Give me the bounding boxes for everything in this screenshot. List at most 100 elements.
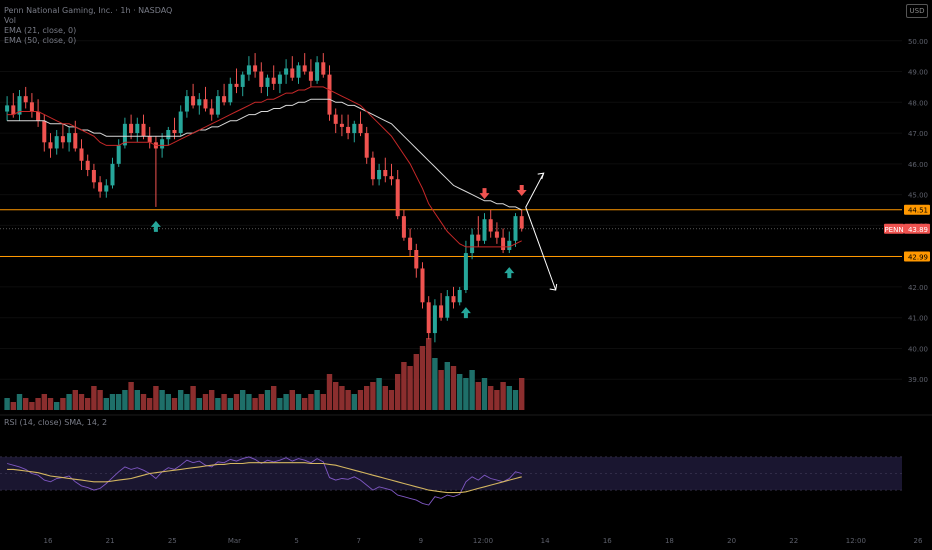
volume-bar: [481, 378, 488, 410]
candle-body: [5, 105, 10, 112]
volume-bar: [320, 394, 326, 410]
rsi-line: [6, 456, 522, 506]
volume-bar: [153, 386, 159, 410]
volume-bar: [23, 398, 29, 410]
candle-body: [166, 130, 171, 140]
price-tag-bg: [904, 223, 930, 234]
candle-body: [160, 139, 165, 149]
candle-body: [308, 71, 313, 81]
volume-bar: [407, 366, 413, 410]
candle-body: [445, 296, 450, 318]
x-tick-label: 14: [541, 537, 550, 545]
rsi-lines: [6, 456, 522, 506]
up-arrow-icon: [504, 267, 515, 279]
volume-bar: [147, 398, 153, 410]
volume-bar: [252, 398, 258, 410]
volume-bar: [196, 398, 202, 410]
volume-bar: [47, 398, 54, 410]
legend-volume[interactable]: Vol: [4, 16, 16, 25]
candle-body: [488, 219, 493, 232]
candle-body: [79, 148, 84, 161]
candle-body: [327, 74, 332, 115]
volume-bars: [4, 338, 525, 410]
up-arrow-icon: [460, 307, 471, 319]
volume-bar: [283, 394, 289, 410]
arrow-markers[interactable]: [150, 172, 558, 319]
candle-body: [259, 71, 264, 87]
volume-bar: [426, 338, 432, 410]
volume-bar: [16, 394, 23, 410]
volume-bar: [109, 394, 116, 410]
support-resistance-levels[interactable]: [0, 209, 902, 257]
candle-body: [370, 157, 375, 180]
projection-up-line: [525, 172, 545, 208]
x-tick-label: 16: [603, 537, 612, 545]
volume-bar: [140, 394, 147, 410]
price-tag-text: 44.51: [908, 207, 928, 215]
up-arrow-icon: [150, 220, 161, 232]
candle-body: [315, 62, 320, 81]
candle-body: [339, 123, 344, 127]
projection-down-arrowhead-icon: [549, 283, 558, 291]
volume-bar: [376, 378, 382, 410]
volume-bar: [382, 386, 388, 410]
candle-body: [36, 111, 41, 121]
time-axis[interactable]: 16 21 25 Mar 5 7 9 12:00 14 16 18 20 22 12:00 26: [44, 537, 923, 545]
x-tick-label: 5: [294, 537, 298, 545]
volume-bar: [432, 358, 438, 410]
candle-body: [215, 96, 220, 115]
volume-bar: [438, 370, 444, 410]
volume-bar: [240, 390, 246, 410]
candle-body: [203, 99, 208, 109]
volume-bar: [302, 398, 308, 410]
y-tick-label: 49.00: [908, 69, 928, 77]
volume-bar: [41, 394, 47, 410]
y-tick-label: 45.00: [908, 192, 928, 200]
legend-ema-slow[interactable]: EMA (50, close, 0): [4, 36, 77, 45]
candle-body: [234, 83, 239, 87]
volume-bar: [395, 374, 401, 410]
volume-bar: [469, 370, 475, 410]
candle-body: [296, 65, 301, 78]
candle-body: [184, 96, 189, 112]
x-tick-label: 12:00: [846, 537, 866, 545]
volume-bar: [345, 390, 351, 410]
volume-bar: [357, 390, 364, 410]
legend-symbol[interactable]: Penn National Gaming, Inc. · 1h · NASDAQ: [4, 6, 173, 15]
volume-bar: [264, 390, 271, 410]
candle-body: [98, 182, 103, 192]
projection-down-line: [525, 207, 557, 291]
volume-bar: [258, 394, 264, 410]
candlesticks: [5, 53, 524, 343]
volume-bar: [314, 390, 320, 410]
volume-bar: [66, 394, 72, 410]
legend-rsi-label[interactable]: RSI (14, close) SMA, 14, 2: [4, 418, 108, 427]
candle-body: [395, 179, 400, 217]
rsi-ma-line: [7, 462, 522, 494]
candle-body: [67, 133, 72, 143]
x-tick-label: 7: [356, 537, 360, 545]
candle-body: [11, 105, 16, 115]
volume-bar: [116, 394, 122, 410]
volume-bar: [97, 390, 103, 410]
candle-body: [420, 268, 425, 303]
price-tag-bg: [904, 251, 930, 262]
legend-ema-fast[interactable]: EMA (21, close, 0): [4, 26, 77, 35]
legend-rsi: RSI (14, close) SMA, 14, 2: [4, 418, 107, 428]
volume-bar: [178, 390, 184, 410]
volume-bar: [401, 362, 407, 410]
volume-bar: [202, 394, 209, 410]
volume-bar: [35, 398, 41, 410]
x-tick-label: 16: [44, 537, 53, 545]
volume-bar: [227, 398, 233, 410]
volume-bar: [277, 398, 283, 410]
candle-body: [222, 96, 227, 103]
volume-bar: [85, 398, 91, 410]
volume-bar: [413, 354, 419, 410]
candle-body: [116, 145, 121, 164]
volume-bar: [326, 374, 333, 410]
candle-body: [476, 234, 481, 241]
currency-button[interactable]: USD: [906, 4, 928, 18]
volume-bar: [494, 390, 500, 410]
